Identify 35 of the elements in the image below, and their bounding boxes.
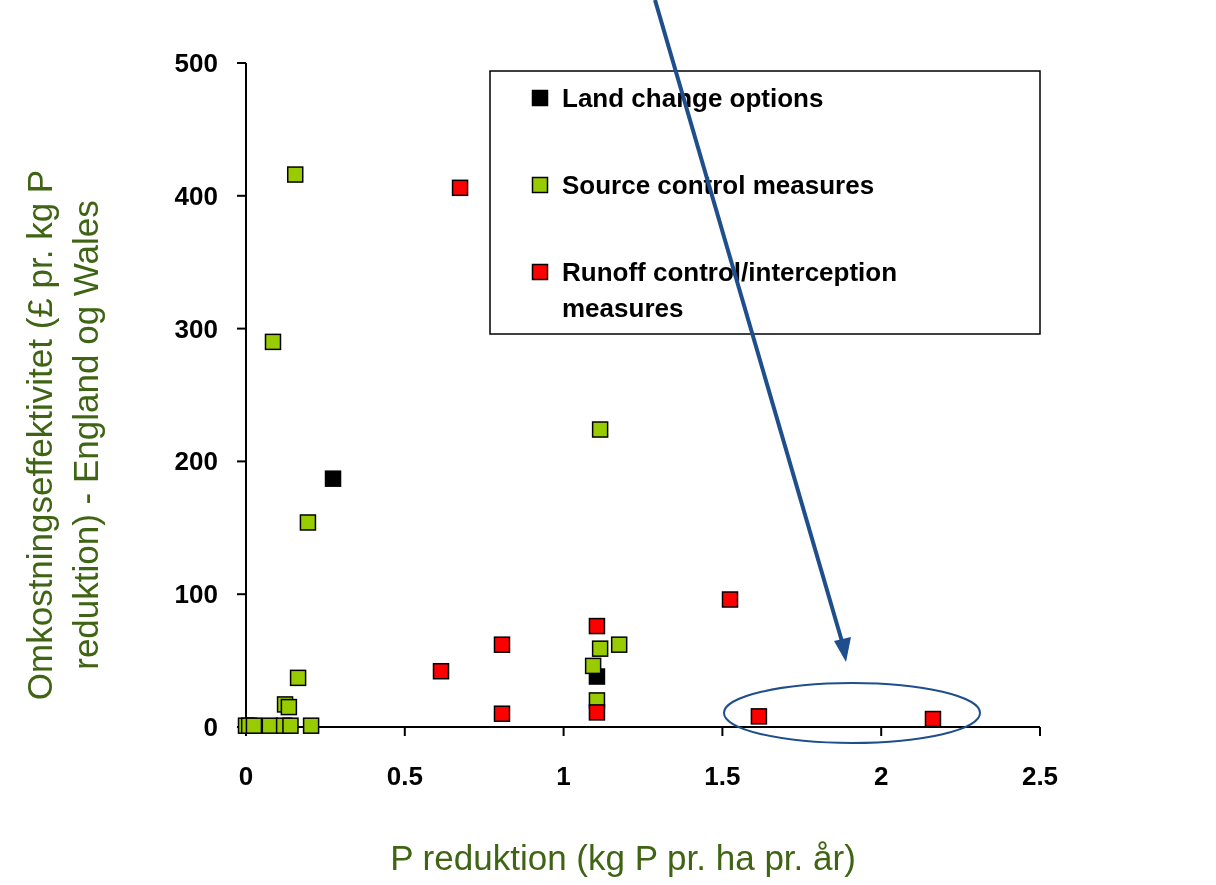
point [924,710,942,728]
point [432,662,450,680]
x-tick-label: 1 [556,761,571,791]
y-tick-label: 100 [174,579,218,610]
point [588,704,606,721]
point [264,333,282,351]
point [289,669,307,687]
point [591,640,609,657]
point [451,179,469,197]
point [280,698,298,716]
point [302,717,320,734]
point [282,717,299,734]
y-tick-label: 300 [174,313,218,344]
point [588,617,606,635]
x-tick-label: 2.5 [1021,761,1059,791]
y-tick-label: 500 [174,48,218,78]
point [750,708,768,725]
point [721,591,739,608]
point [584,657,602,675]
point [299,514,317,531]
y-tick-label: 0 [203,712,218,742]
y-tick-label: 200 [174,446,218,477]
y-tick-label: 400 [174,180,218,211]
x-axis-title: P reduktion (kg P pr. ha pr. år) [390,838,856,877]
x-tick-label: 2 [873,761,889,791]
x-tick-label: 1.5 [704,761,741,791]
y-axis-title: Omkostningseffektivitet (£ pr. kg P reduktion) - England og Wales [20,169,105,701]
point [591,421,609,438]
point [286,166,304,183]
point [493,636,511,653]
point [324,470,342,487]
x-tick-label: 0 [238,761,254,791]
point [493,705,511,722]
x-tick-label: 0.5 [386,761,423,791]
point [610,636,628,653]
